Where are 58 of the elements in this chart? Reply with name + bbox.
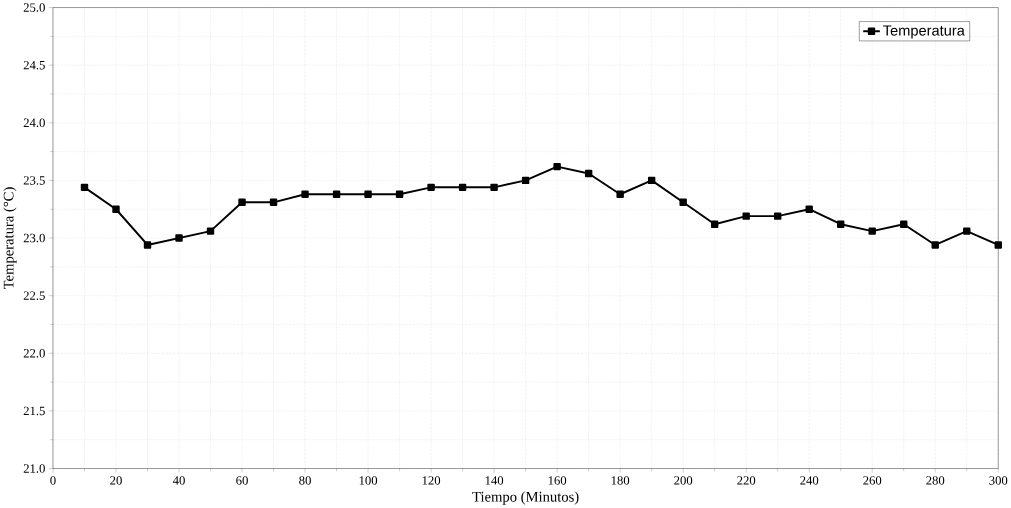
point [395, 190, 404, 199]
point [490, 183, 498, 192]
x-tick-label: 140 [485, 476, 504, 485]
x-tick-label: 180 [611, 476, 630, 485]
y-axis-title: Temperatura (°C) [3, 187, 17, 290]
y-tick-label: 22.5 [23, 291, 45, 300]
x-tick-label: 260 [863, 476, 882, 485]
y-tick-label: 23.0 [23, 233, 45, 243]
point [521, 176, 530, 185]
point [143, 241, 152, 249]
point [269, 198, 278, 207]
x-axis-title: Tiempo (Minutos) [472, 491, 579, 505]
point [553, 162, 561, 171]
y-tick-label: 22.0 [23, 349, 45, 358]
y-tick-label: 21.5 [23, 406, 45, 416]
point [616, 190, 624, 199]
x-tick-label: 120 [422, 476, 441, 485]
point [868, 227, 876, 235]
point [931, 241, 939, 249]
point [206, 227, 215, 235]
point [679, 198, 687, 207]
point [332, 190, 341, 199]
point [238, 198, 246, 207]
x-tick-label: 40 [172, 476, 185, 485]
y-tick-label: 24.0 [23, 118, 45, 128]
y-tick-label: 25.0 [23, 3, 45, 12]
point [427, 183, 435, 192]
y-tick-label: 21.0 [23, 464, 45, 473]
point [647, 176, 656, 185]
point [364, 190, 372, 199]
x-tick-label: 280 [926, 476, 945, 485]
y-tick-label: 23.5 [23, 176, 45, 185]
point [175, 234, 183, 242]
point [710, 220, 719, 228]
x-tick-label: 220 [737, 476, 756, 485]
x-tick-label: 20 [110, 476, 122, 485]
x-tick-label: 0 [50, 476, 56, 485]
point [805, 205, 813, 213]
point [963, 227, 971, 235]
legend-label: Temperatura [883, 25, 965, 39]
y-tick-label: 24.5 [23, 60, 45, 70]
x-tick-label: 60 [236, 476, 248, 485]
x-tick-label: 300 [989, 476, 1008, 485]
x-tick-label: 160 [548, 476, 567, 485]
point [994, 241, 1002, 249]
point [773, 212, 782, 220]
point [837, 220, 845, 228]
x-tick-label: 80 [299, 476, 311, 485]
point [458, 183, 467, 192]
x-tick-label: 100 [359, 476, 378, 485]
point [112, 205, 120, 213]
x-tick-label: 200 [674, 476, 693, 485]
point [742, 212, 750, 220]
point [900, 220, 908, 228]
point [301, 190, 309, 199]
point [80, 183, 89, 192]
x-tick-label: 240 [800, 476, 819, 485]
point [584, 169, 593, 178]
